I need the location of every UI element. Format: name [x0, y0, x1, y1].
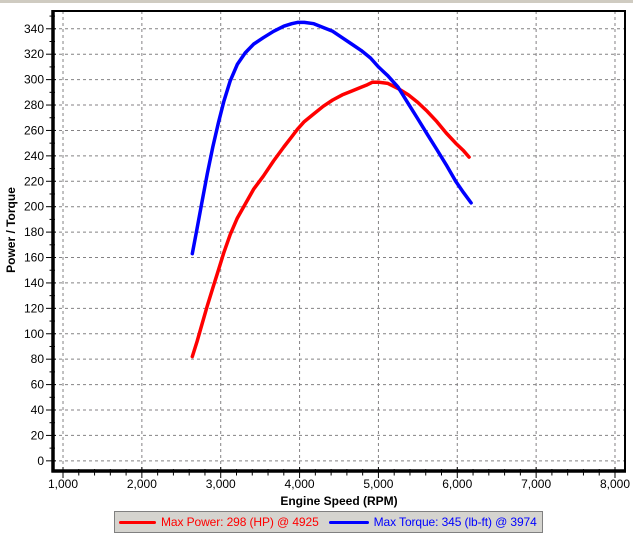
- legend-label-torque: Max Torque: 345 (lb-ft) @ 3974: [373, 515, 537, 529]
- y-tick-label: 100: [24, 327, 44, 341]
- legend-label-power: Max Power: 298 (HP) @ 4925: [161, 515, 319, 529]
- y-tick-label: 140: [24, 276, 44, 290]
- x-tick-label: 5,000: [363, 477, 393, 491]
- y-tick-label: 180: [24, 225, 44, 239]
- y-tick-label: 300: [24, 73, 44, 87]
- torque-line-sample: [328, 520, 369, 524]
- chart-legend: Max Power: 298 (HP) @ 4925 Max Torque: 3…: [114, 511, 543, 533]
- y-tick-label: 160: [24, 251, 44, 265]
- x-tick-label: 1,000: [48, 477, 78, 491]
- x-tick-label: 3,000: [206, 477, 236, 491]
- y-tick-label: 20: [31, 428, 45, 442]
- torque-curve: [190, 20, 473, 256]
- x-tick-label: 2,000: [127, 477, 157, 491]
- y-tick-label: 60: [31, 378, 45, 392]
- window-top-edge: [0, 0, 633, 3]
- x-tick-label: 8,000: [600, 477, 630, 491]
- y-tick-label: 340: [24, 22, 44, 36]
- y-tick-label: 240: [24, 149, 44, 163]
- y-tick-label: 40: [31, 403, 45, 417]
- y-tick-label: 260: [24, 123, 44, 137]
- y-tick-label: 200: [24, 200, 44, 214]
- y-tick-label: 80: [31, 352, 45, 366]
- y-tick-label: 320: [24, 47, 44, 61]
- x-tick-label: 6,000: [442, 477, 472, 491]
- x-axis-title: Engine Speed (RPM): [280, 494, 397, 508]
- power-line-sample: [119, 520, 156, 524]
- legend-entry-power: Max Power: 298 (HP) @ 4925: [119, 515, 319, 529]
- x-tick-label: 4,000: [285, 477, 315, 491]
- y-tick-label: 0: [37, 454, 44, 468]
- legend-entry-torque: Max Torque: 345 (lb-ft) @ 3974: [328, 515, 537, 529]
- power-curve: [190, 80, 471, 359]
- y-tick-label: 280: [24, 98, 44, 112]
- y-axis-title: Power / Torque: [4, 187, 18, 273]
- y-tick-label: 120: [24, 301, 44, 315]
- y-tick-label: 220: [24, 174, 44, 188]
- x-tick-label: 7,000: [521, 477, 551, 491]
